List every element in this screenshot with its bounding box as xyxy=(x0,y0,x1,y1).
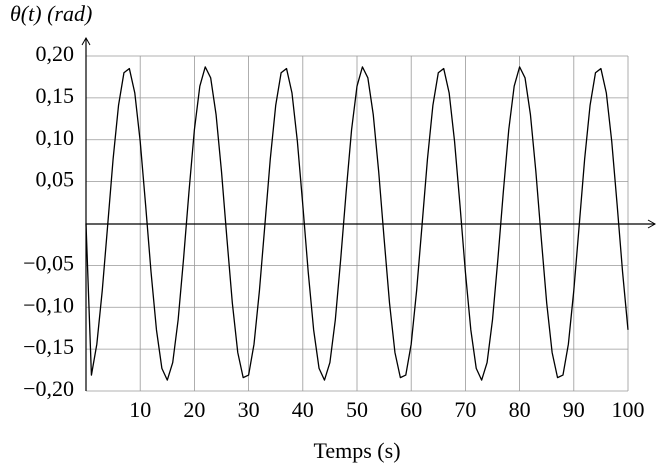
x-tick-label: 80 xyxy=(509,397,531,422)
x-tick-label: 70 xyxy=(454,397,476,422)
y-tick-label: 0,05 xyxy=(36,167,75,192)
x-tick-label: 10 xyxy=(129,397,151,422)
y-tick-label: 0,15 xyxy=(36,83,75,108)
x-tick-label: 40 xyxy=(292,397,314,422)
x-tick-label: 60 xyxy=(400,397,422,422)
x-axis-label: Temps (s) xyxy=(313,438,400,463)
y-tick-label: −0,15 xyxy=(23,334,74,359)
y-tick-label: 0,10 xyxy=(36,125,75,150)
y-tick-label: −0,05 xyxy=(23,250,74,275)
x-tick-label: 100 xyxy=(612,397,645,422)
y-tick-label: −0,10 xyxy=(23,292,74,317)
x-tick-label: 90 xyxy=(563,397,585,422)
y-tick-label: 0,20 xyxy=(36,41,75,66)
y-tick-label: −0,20 xyxy=(23,376,74,401)
x-tick-label: 20 xyxy=(183,397,205,422)
x-tick-label: 50 xyxy=(346,397,368,422)
x-tick-label: 30 xyxy=(238,397,260,422)
data-line xyxy=(85,66,629,381)
y-axis-label: θ(t) (rad) xyxy=(10,1,92,26)
